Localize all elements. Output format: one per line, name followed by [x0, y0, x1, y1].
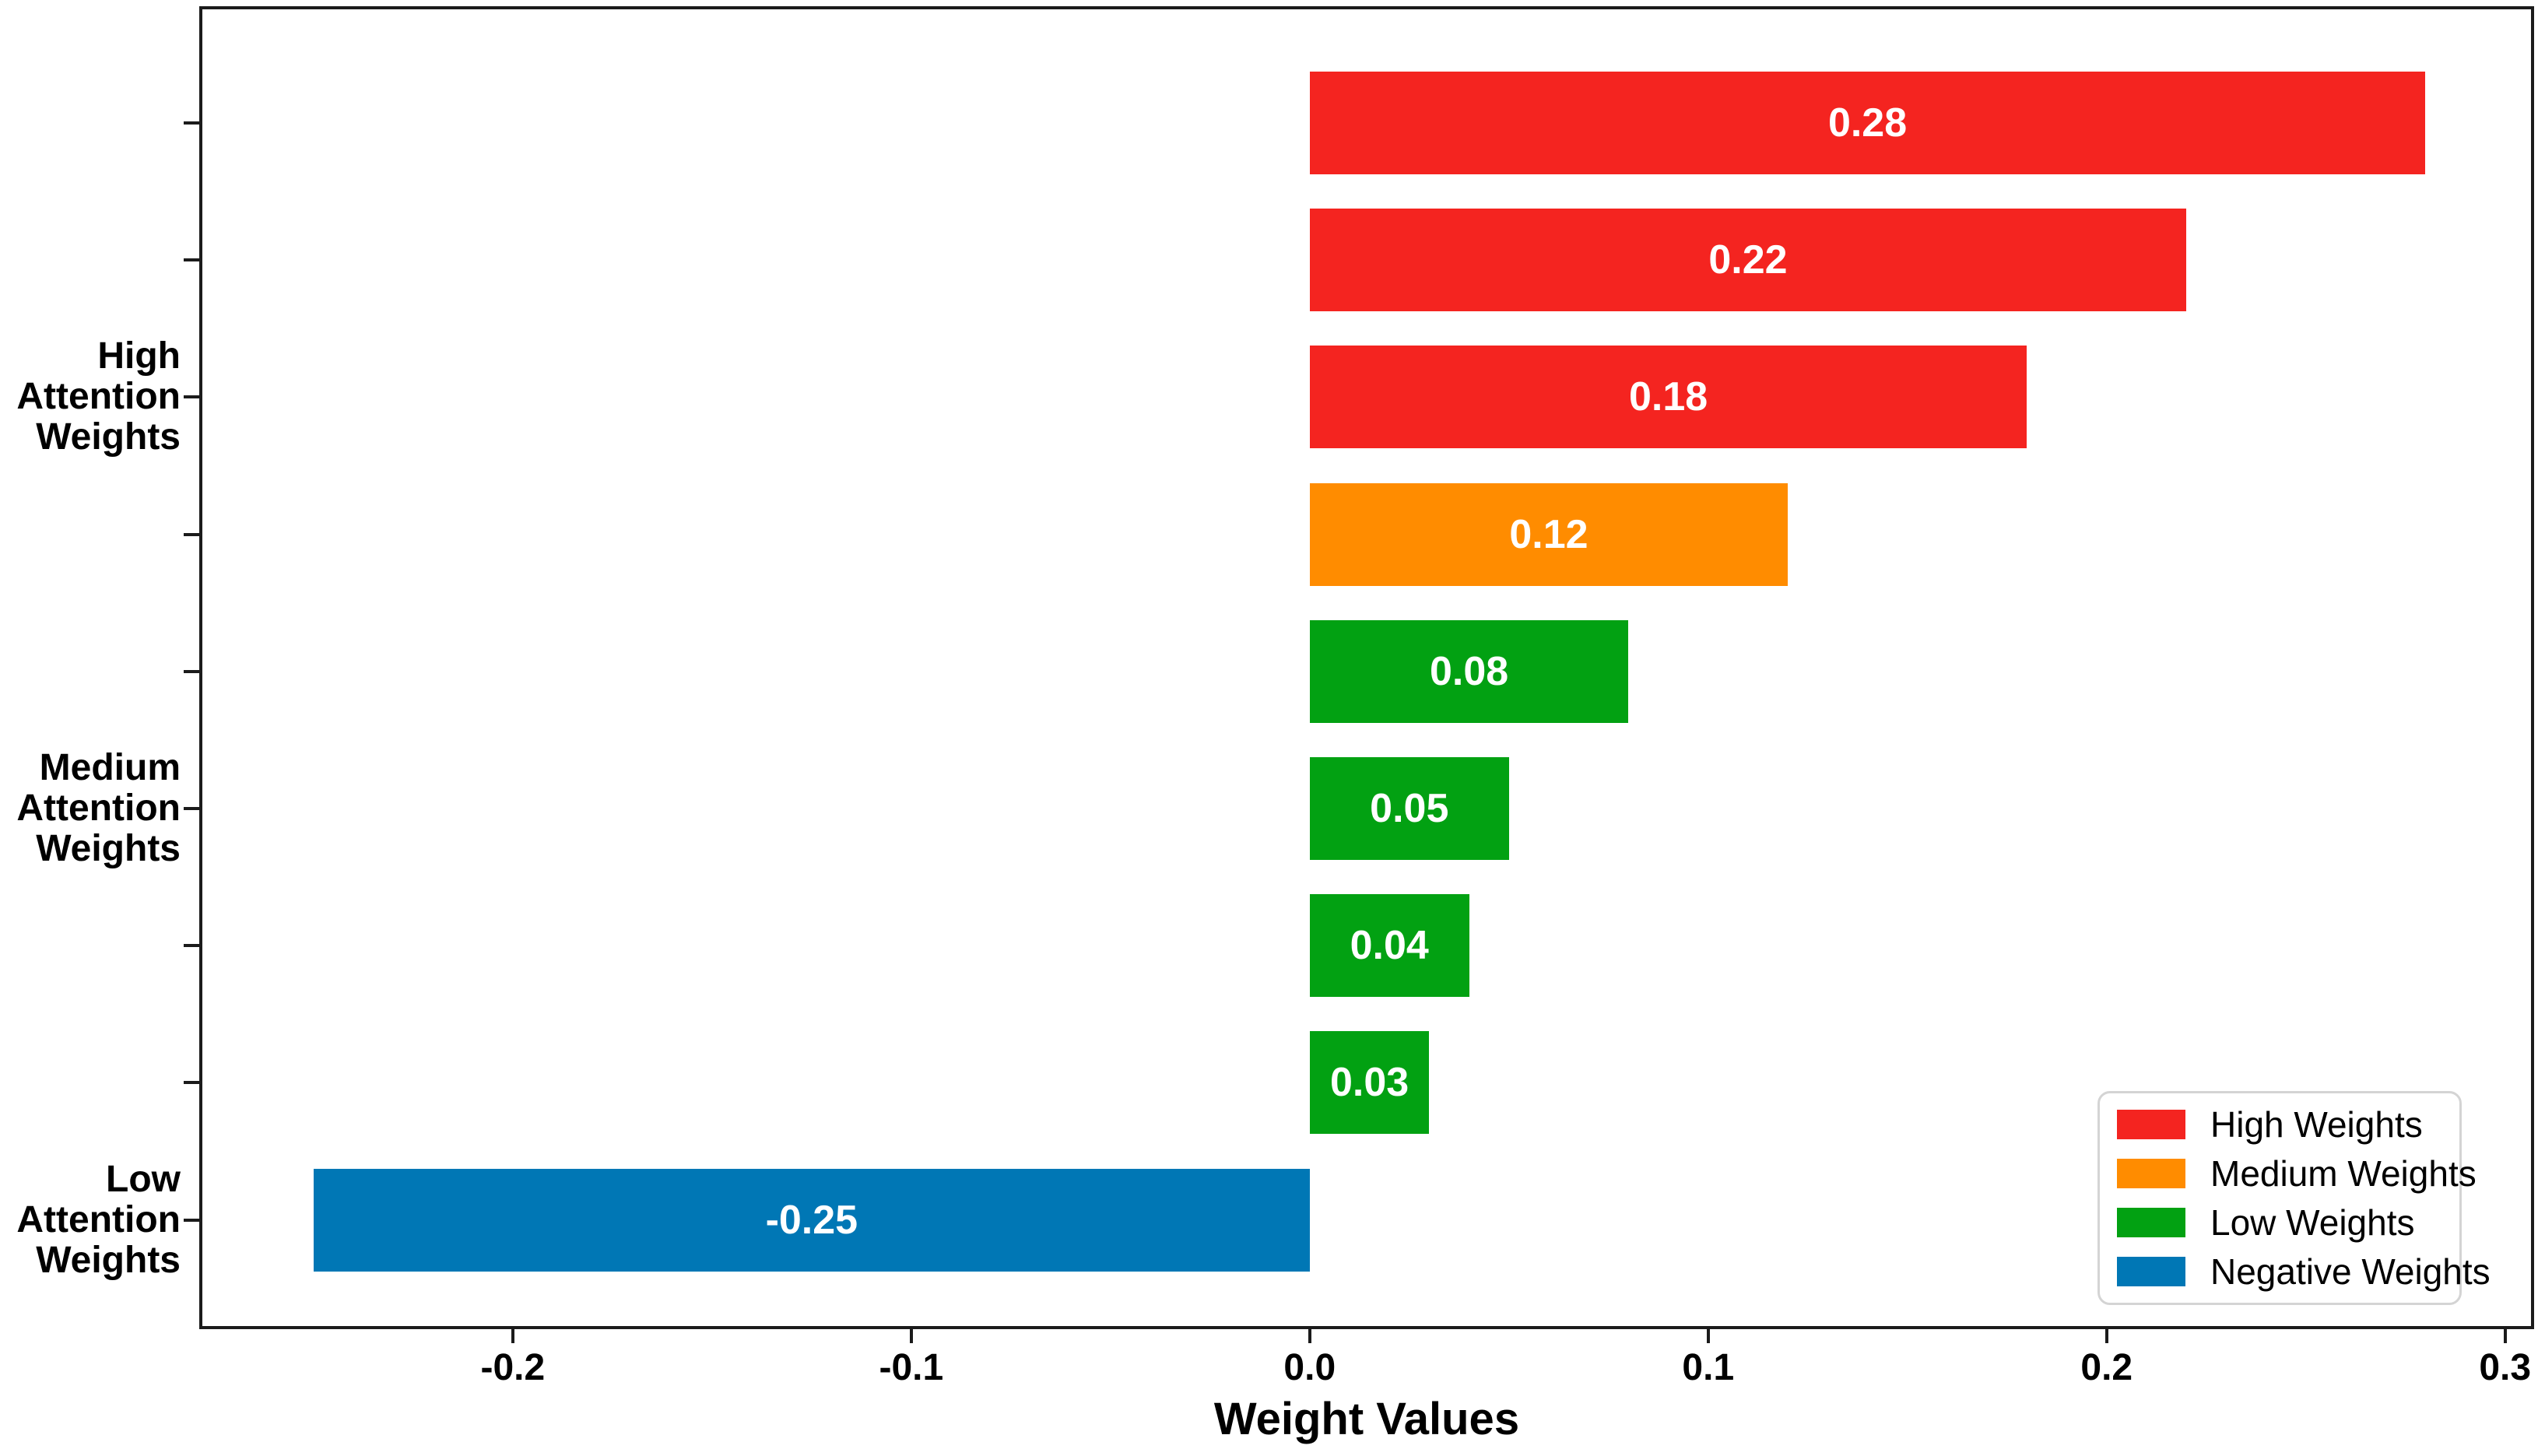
- y-tick-label-line: High: [97, 335, 181, 377]
- legend-swatch-icon: [2117, 1158, 2185, 1188]
- y-tick-label-line: Weights: [36, 1239, 181, 1281]
- x-tick-label: -0.1: [879, 1347, 944, 1388]
- y-tick-label: Low Attention Weights: [0, 1158, 181, 1281]
- y-axis-tick: [184, 1218, 199, 1222]
- legend-swatch-icon: [2117, 1257, 2185, 1287]
- y-axis-tick: [184, 395, 199, 399]
- x-axis-tick: [2503, 1328, 2507, 1343]
- bar-value-label: -0.25: [765, 1197, 858, 1243]
- bar-low-weights: [1309, 894, 1469, 998]
- bar-medium-weights: [1309, 482, 1789, 586]
- legend-item: Negative Weights: [2117, 1251, 2491, 1293]
- bar-low-weights: [1309, 619, 1629, 723]
- y-tick-label-line: Attention: [16, 1198, 181, 1240]
- y-axis-tick: [184, 807, 199, 810]
- bar-high-weights: [1309, 346, 2027, 449]
- legend-label: High Weights: [2210, 1103, 2423, 1145]
- x-tick-label: 0.0: [1283, 1347, 1336, 1388]
- bar-value-label: 0.12: [1509, 511, 1588, 557]
- legend-label: Low Weights: [2210, 1202, 2415, 1244]
- legend-label: Medium Weights: [2210, 1153, 2477, 1194]
- legend-item: Low Weights: [2117, 1202, 2459, 1244]
- y-axis-tick: [184, 944, 199, 948]
- bar-value-label: 0.28: [1827, 100, 1908, 146]
- bar-low-weights: [1309, 757, 1509, 860]
- legend-label: Negative Weights: [2210, 1251, 2491, 1293]
- y-tick-label: Medium Attention Weights: [0, 748, 181, 869]
- y-axis-tick: [184, 1081, 199, 1085]
- x-axis-tick: [1706, 1328, 1710, 1343]
- bar-value-label: 0.08: [1429, 648, 1509, 694]
- y-axis-tick: [184, 258, 199, 262]
- legend-item: High Weights: [2117, 1103, 2459, 1146]
- legend: High Weights Medium Weights Low Weights Neg…: [2097, 1091, 2491, 1305]
- x-tick-label: 0.3: [2479, 1347, 2532, 1388]
- y-tick-label-line: Weights: [36, 828, 181, 869]
- bar-value-label: 0.03: [1329, 1060, 1409, 1106]
- bar-value-label: 0.18: [1628, 374, 1708, 420]
- y-axis-tick: [184, 532, 199, 536]
- legend-item: Medium Weights: [2117, 1153, 2477, 1195]
- y-tick-label-line: Attention: [16, 788, 181, 829]
- x-axis-tick: [511, 1328, 514, 1343]
- bar-value-label: 0.22: [1708, 237, 1788, 283]
- x-tick-label: 0.2: [2080, 1347, 2133, 1388]
- bar-high-weights: [1309, 72, 2426, 174]
- x-tick-label: 0.1: [1682, 1347, 1735, 1388]
- y-tick-label: High Attention Weights: [0, 336, 181, 458]
- y-tick-label-line: Medium: [39, 747, 181, 788]
- x-axis-tick: [1308, 1328, 1311, 1343]
- bar-high-weights: [1309, 209, 2187, 312]
- y-axis-tick: [184, 669, 199, 673]
- y-tick-label-line: Attention: [16, 376, 181, 418]
- y-tick-label-line: Weights: [36, 416, 181, 458]
- bar-negative-weights: [313, 1168, 1310, 1272]
- y-tick-label-line: Low: [106, 1158, 181, 1200]
- bar-low-weights: [1309, 1031, 1430, 1135]
- bar-value-label: 0.05: [1370, 786, 1449, 831]
- legend-swatch-icon: [2117, 1208, 2185, 1238]
- x-tick-label: -0.2: [480, 1347, 546, 1388]
- legend-swatch-icon: [2117, 1109, 2185, 1139]
- x-axis-label: Weight Values: [1213, 1394, 1520, 1444]
- x-axis-tick: [2104, 1328, 2108, 1343]
- y-axis-tick: [184, 121, 199, 125]
- x-axis-tick: [909, 1328, 913, 1343]
- bar-value-label: 0.04: [1350, 923, 1429, 969]
